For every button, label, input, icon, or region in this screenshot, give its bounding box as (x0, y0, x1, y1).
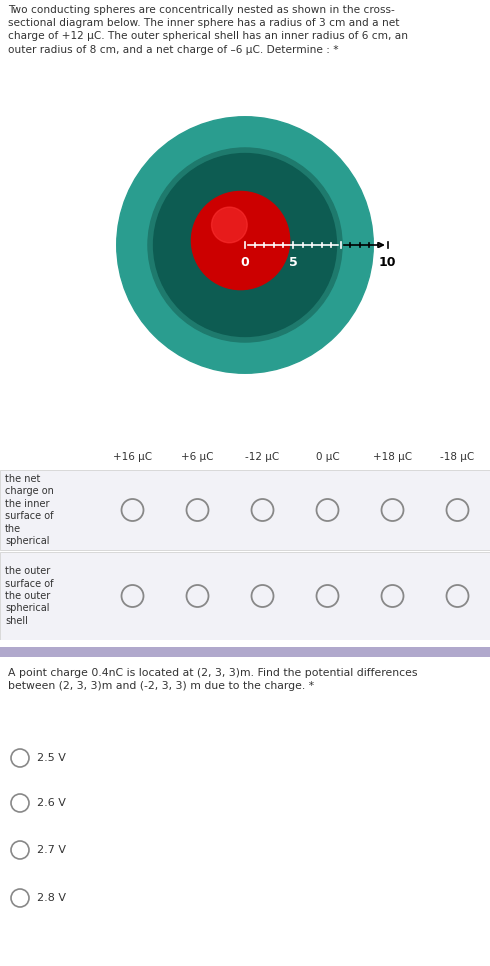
Text: +18 μC: +18 μC (373, 452, 412, 463)
Text: the net
charge on
the inner
surface of
the
spherical: the net charge on the inner surface of t… (5, 474, 54, 546)
Text: -12 μC: -12 μC (245, 452, 280, 463)
Bar (0, 552, 490, 640)
Text: +6 μC: +6 μC (181, 452, 214, 463)
Text: Two conducting spheres are concentrically nested as shown in the cross-
sectiona: Two conducting spheres are concentricall… (8, 5, 408, 55)
Text: 2.7 V: 2.7 V (37, 845, 66, 855)
Text: 5: 5 (289, 256, 297, 270)
Bar (0, 470, 490, 550)
Circle shape (212, 207, 247, 242)
Text: 0 μC: 0 μC (316, 452, 340, 463)
Text: 2.6 V: 2.6 V (37, 798, 66, 808)
Text: 2.5 V: 2.5 V (37, 753, 66, 763)
Circle shape (148, 148, 342, 342)
Text: A point charge 0.4nC is located at (2, 3, 3)m. Find the potential differences
be: A point charge 0.4nC is located at (2, 3… (8, 668, 417, 692)
Text: +16 μC: +16 μC (113, 452, 152, 463)
Circle shape (153, 154, 337, 336)
Text: 0: 0 (241, 256, 249, 270)
Text: -18 μC: -18 μC (441, 452, 475, 463)
Text: 2.8 V: 2.8 V (37, 893, 66, 903)
Circle shape (117, 117, 373, 373)
Circle shape (192, 191, 290, 290)
Text: 10: 10 (379, 256, 396, 270)
Text: the outer
surface of
the outer
spherical
shell: the outer surface of the outer spherical… (5, 566, 53, 626)
